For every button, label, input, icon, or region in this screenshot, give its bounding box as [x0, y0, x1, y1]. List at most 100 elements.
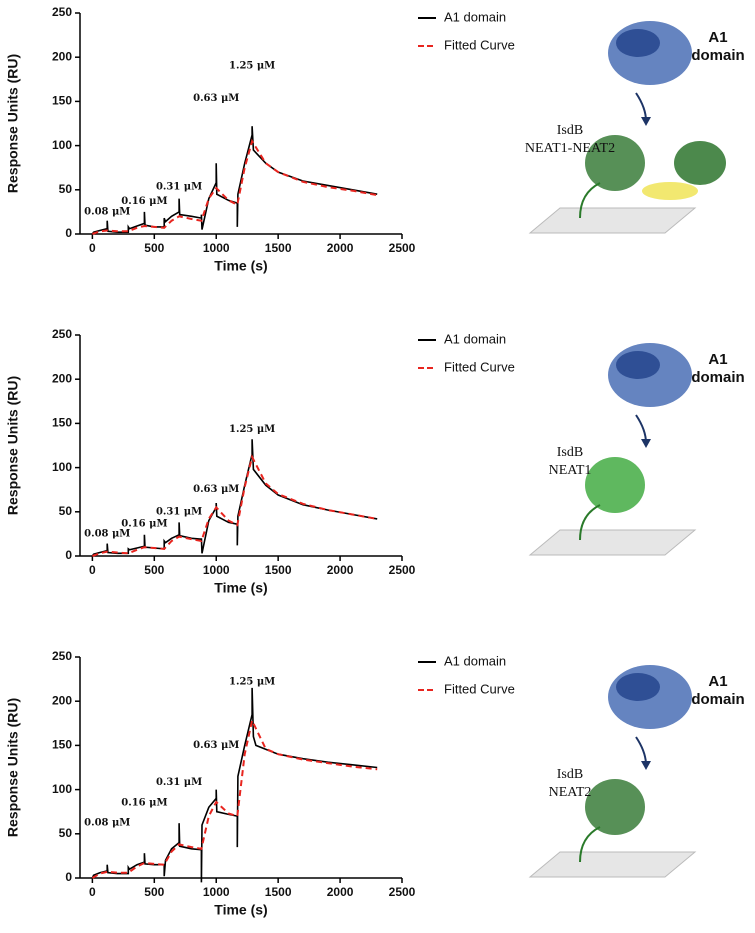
annotation: 0.08 μM: [84, 528, 130, 539]
x-tick-label: 500: [144, 241, 164, 255]
tether: [579, 182, 601, 219]
target-shape: [585, 135, 645, 191]
legend-label: Fitted Curve: [444, 681, 515, 696]
x-axis-label: Time (s): [214, 902, 267, 918]
surface: [528, 851, 697, 878]
series-line: [92, 138, 378, 235]
illustration: [528, 343, 697, 556]
arrow: [635, 92, 647, 122]
x-tick-label: 500: [144, 563, 164, 577]
x-tick-label: 0: [89, 563, 96, 577]
series-line: [91, 439, 378, 557]
arrow: [635, 736, 647, 766]
annotation: 0.63 μM: [193, 740, 239, 751]
annotation: 1.25 μM: [229, 424, 275, 435]
x-tick-label: 2500: [389, 241, 416, 255]
arrow: [635, 414, 647, 444]
annotation: 0.16 μM: [121, 519, 167, 530]
tether: [579, 826, 601, 863]
y-tick-label: 200: [52, 49, 72, 63]
x-tick-label: 1000: [203, 241, 230, 255]
illustration: [528, 21, 726, 234]
x-tick-label: 2500: [389, 563, 416, 577]
annotation: 0.16 μM: [121, 196, 167, 207]
y-tick-label: 150: [52, 416, 72, 430]
y-tick-label: 250: [52, 649, 72, 663]
protein-label: domain: [691, 691, 744, 708]
x-tick-label: 1000: [203, 563, 230, 577]
arrow-head: [641, 439, 651, 448]
target-label: NEAT2: [549, 785, 592, 800]
annotation: 1.25 μM: [229, 61, 275, 72]
y-axis-label: Response Units (RU): [5, 54, 21, 193]
x-tick-label: 2000: [327, 241, 354, 255]
annotation: 0.31 μM: [156, 506, 202, 517]
target-label: IsdB: [557, 767, 583, 782]
target-label: IsdB: [557, 445, 583, 460]
y-tick-label: 0: [65, 226, 72, 240]
legend-label: A1 domain: [444, 9, 506, 24]
protein-shape: [616, 673, 660, 701]
x-tick-label: 2000: [327, 885, 354, 899]
tether: [579, 504, 601, 541]
protein-shape: [616, 29, 660, 57]
target-shape: [585, 457, 645, 513]
x-tick-label: 0: [89, 241, 96, 255]
y-tick-label: 150: [52, 738, 72, 752]
surface: [528, 207, 697, 234]
y-tick-label: 250: [52, 327, 72, 341]
illustration: [528, 665, 697, 878]
x-axis-label: Time (s): [214, 580, 267, 596]
protein-label: domain: [691, 47, 744, 64]
series-line: [91, 687, 378, 883]
surface: [528, 529, 697, 556]
protein-label: A1: [708, 673, 727, 690]
helix: [642, 182, 698, 200]
target-label: IsdB: [557, 123, 583, 138]
y-tick-label: 0: [65, 548, 72, 562]
y-tick-label: 250: [52, 5, 72, 19]
target-label: NEAT1: [549, 463, 592, 478]
y-tick-label: 50: [59, 826, 73, 840]
protein-shape: [616, 351, 660, 379]
y-tick-label: 50: [59, 182, 73, 196]
arrow-head: [641, 761, 651, 770]
y-tick-label: 200: [52, 371, 72, 385]
protein-label: A1: [708, 351, 727, 368]
y-tick-label: 100: [52, 138, 72, 152]
series-line: [91, 126, 378, 235]
x-tick-label: 1500: [265, 241, 292, 255]
x-tick-label: 0: [89, 885, 96, 899]
annotation: 1.25 μM: [229, 676, 275, 687]
series-line: [92, 454, 378, 557]
y-tick-label: 50: [59, 504, 73, 518]
y-axis-label: Response Units (RU): [5, 698, 21, 837]
y-axis-label: Response Units (RU): [5, 376, 21, 515]
x-tick-label: 2000: [327, 563, 354, 577]
annotation: 0.08 μM: [84, 206, 130, 217]
annotation: 0.63 μM: [193, 484, 239, 495]
legend-label: Fitted Curve: [444, 37, 515, 52]
annotation: 0.31 μM: [156, 777, 202, 788]
x-tick-label: 500: [144, 885, 164, 899]
y-tick-label: 100: [52, 460, 72, 474]
annotation: 0.08 μM: [84, 818, 130, 829]
annotation: 0.63 μM: [193, 93, 239, 104]
legend-label: A1 domain: [444, 653, 506, 668]
protein-label: A1: [708, 29, 727, 46]
target-shape: [674, 141, 726, 185]
annotation: 0.16 μM: [121, 797, 167, 808]
series-line: [91, 717, 378, 879]
y-tick-label: 0: [65, 870, 72, 884]
x-tick-label: 1000: [203, 885, 230, 899]
legend-label: Fitted Curve: [444, 359, 515, 374]
x-tick-label: 2500: [389, 885, 416, 899]
legend-label: A1 domain: [444, 331, 506, 346]
target-shape: [585, 779, 645, 835]
target-label: NEAT1-NEAT2: [525, 141, 615, 156]
arrow-head: [641, 117, 651, 126]
y-tick-label: 200: [52, 693, 72, 707]
x-tick-label: 1500: [265, 885, 292, 899]
x-tick-label: 1500: [265, 563, 292, 577]
